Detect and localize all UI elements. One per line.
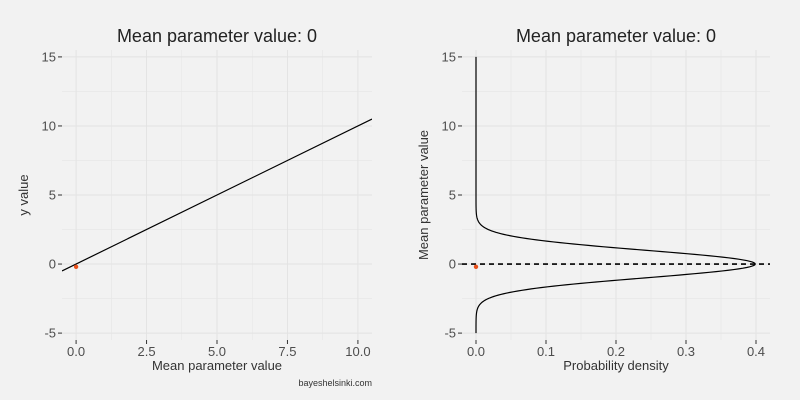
chart-title: Mean parameter value: 0: [516, 26, 716, 46]
series-line: [62, 118, 372, 272]
y-tick-label: 15: [442, 49, 456, 64]
left-panel: 0.0 2.5 5.0 7.5 10.0 -5 0 5 10 15 Mean parameter v…: [16, 26, 372, 373]
y-tick-label: -5: [444, 326, 456, 341]
density-curve: [475, 56, 756, 334]
x-tick-label: 0.4: [747, 344, 765, 359]
chart-title: Mean parameter value: 0: [117, 26, 317, 46]
x-tick-label: 5.0: [208, 344, 226, 359]
y-tick-label: 0: [449, 257, 456, 272]
y-axis-label: y value: [16, 174, 31, 215]
x-tick-label: 0.0: [467, 344, 485, 359]
y-tick-label: 0: [49, 257, 56, 272]
x-axis-label: Probability density: [563, 358, 669, 373]
right-panel: 0.0 0.1 0.2 0.3 0.4 -5 0 5 10 15 Mean parameter va…: [416, 26, 770, 373]
y-tick-label: 5: [449, 188, 456, 203]
y-tick-label: 15: [42, 49, 56, 64]
x-tick-label: 0.0: [67, 344, 85, 359]
x-tick-label: 0.1: [537, 344, 555, 359]
x-tick-label: 10.0: [345, 344, 370, 359]
y-tick-label: 10: [42, 118, 56, 133]
x-tick-label: 2.5: [138, 344, 156, 359]
y-tick-label: 10: [442, 118, 456, 133]
data-point: [73, 264, 79, 270]
data-point: [473, 264, 479, 270]
y-tick-label: 5: [49, 188, 56, 203]
x-axis-label: Mean parameter value: [152, 358, 282, 373]
credit-text: bayeshelsinki.com: [298, 378, 372, 388]
x-tick-label: 0.3: [677, 344, 695, 359]
x-tick-label: 0.2: [607, 344, 625, 359]
plot-area: [62, 118, 372, 272]
y-axis-label: Mean parameter value: [416, 130, 431, 260]
plot-area: [462, 56, 770, 334]
x-tick-label: 7.5: [278, 344, 296, 359]
y-tick-label: -5: [44, 326, 56, 341]
